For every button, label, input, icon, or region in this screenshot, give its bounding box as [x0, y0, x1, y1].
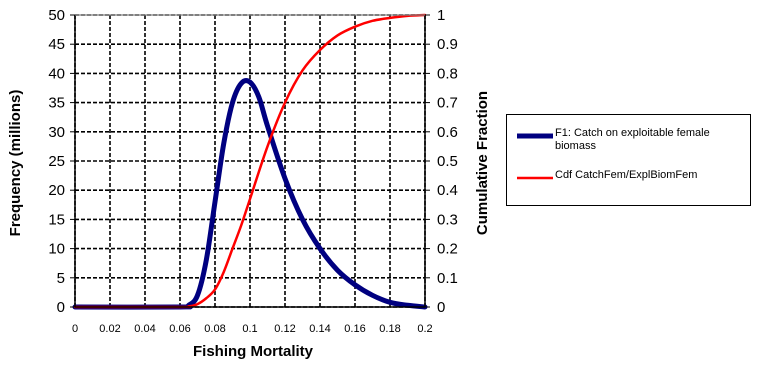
y2-tick-label: 1 — [437, 7, 445, 24]
x-tick-label: 0.06 — [169, 323, 190, 335]
y2-tick-label: 0.7 — [437, 95, 458, 112]
y2-tick-label: 0 — [437, 299, 445, 316]
series-line-f1 — [72, 78, 428, 310]
y2-tick-label: 0.1 — [437, 270, 458, 287]
x-tick-label: 0.18 — [379, 323, 400, 335]
y2-axis-title: Cumulative Fraction — [474, 91, 491, 235]
legend: F1: Catch on exploitable female biomass … — [506, 114, 751, 206]
y-axis-title: Frequency (millions) — [7, 90, 24, 237]
y-tick-label: 35 — [48, 95, 65, 112]
y-tick-label: 30 — [48, 124, 65, 141]
y2-tick-label: 0.5 — [437, 153, 458, 170]
series-line-cdf — [73, 13, 427, 309]
x-tick-label: 0.04 — [134, 323, 155, 335]
x-tick-label: 0.2 — [417, 323, 432, 335]
grid-lines — [74, 14, 426, 308]
legend-item-cdf: Cdf CatchFem/ExplBiomFem — [517, 169, 730, 182]
x-tick-label: 0.12 — [274, 323, 295, 335]
y-tick-label: 20 — [48, 182, 65, 199]
x-tick-label: 0.16 — [344, 323, 365, 335]
series-layer — [72, 13, 428, 310]
y-tick-label: 15 — [48, 211, 65, 228]
legend-item-f1: F1: Catch on exploitable female biomass — [517, 127, 730, 153]
x-axis-title: Fishing Mortality — [193, 343, 314, 360]
y-tick-label: 0 — [57, 299, 65, 316]
y-tick-label: 25 — [48, 153, 65, 170]
y2-tick-label: 0.4 — [437, 182, 458, 199]
x-tick-label: 0.1 — [242, 323, 257, 335]
y2-tick-label: 0.3 — [437, 211, 458, 228]
y2-tick-label: 0.6 — [437, 124, 458, 141]
tick-labels: 0510152025303540455000.10.20.30.40.50.60… — [48, 7, 458, 335]
legend-label-f1: F1: Catch on exploitable female biomass — [555, 127, 710, 152]
x-tick-label: 0.08 — [204, 323, 225, 335]
y-tick-label: 5 — [57, 270, 65, 287]
y-tick-label: 10 — [48, 241, 65, 258]
legend-swatch-f1 — [517, 133, 553, 139]
y2-tick-label: 0.9 — [437, 36, 458, 53]
y2-tick-label: 0.2 — [437, 241, 458, 258]
x-tick-label: 0 — [72, 323, 78, 335]
x-tick-label: 0.02 — [99, 323, 120, 335]
y-tick-label: 50 — [48, 7, 65, 24]
y2-tick-label: 0.8 — [437, 65, 458, 82]
y-tick-label: 45 — [48, 36, 65, 53]
legend-label-cdf: Cdf CatchFem/ExplBiomFem — [555, 169, 698, 181]
y-tick-label: 40 — [48, 65, 65, 82]
axes — [70, 14, 430, 308]
x-tick-label: 0.14 — [309, 323, 330, 335]
legend-swatch-cdf — [517, 176, 553, 180]
